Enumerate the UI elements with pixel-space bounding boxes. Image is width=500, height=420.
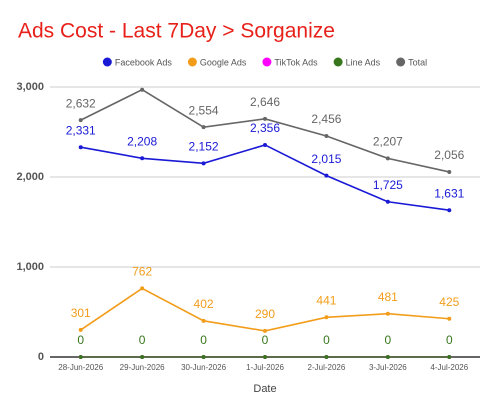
data-label: 2,331 bbox=[66, 123, 96, 137]
legend-marker bbox=[187, 57, 197, 67]
data-point bbox=[140, 355, 145, 359]
data-label: 2,554 bbox=[189, 103, 219, 117]
legend-marker bbox=[333, 57, 343, 67]
data-point bbox=[263, 116, 267, 121]
data-label: 0 bbox=[385, 333, 392, 347]
x-tick-label: 3-Jul-2026 bbox=[369, 363, 407, 372]
data-point bbox=[140, 87, 145, 92]
data-label: 2,152 bbox=[189, 139, 219, 153]
data-label: 0 bbox=[446, 333, 453, 347]
x-tick-label: 30-Jun-2026 bbox=[181, 363, 226, 372]
data-point bbox=[78, 118, 83, 123]
data-point bbox=[324, 173, 329, 178]
data-point bbox=[78, 355, 83, 359]
data-label: 762 bbox=[132, 265, 152, 279]
y-tick-label: 3,000 bbox=[16, 81, 44, 93]
x-tick-label: 29-Jun-2026 bbox=[120, 363, 165, 372]
data-label: 1,725 bbox=[373, 178, 403, 192]
data-point bbox=[263, 142, 267, 147]
y-tick-label: 0 bbox=[38, 351, 44, 363]
data-point bbox=[385, 199, 390, 204]
y-tick-label: 1,000 bbox=[16, 261, 44, 273]
data-point bbox=[140, 286, 145, 291]
data-point bbox=[385, 311, 390, 316]
data-label: 1,631 bbox=[434, 186, 464, 200]
legend-label: Total bbox=[408, 57, 427, 67]
data-label: 2,632 bbox=[66, 96, 96, 110]
data-point bbox=[201, 355, 206, 359]
data-label: 481 bbox=[378, 290, 398, 304]
data-label: 2,015 bbox=[311, 152, 341, 166]
data-label: 2,646 bbox=[250, 95, 280, 109]
data-label: 2,056 bbox=[434, 148, 464, 162]
data-label: 2,356 bbox=[250, 121, 280, 135]
legend-marker bbox=[102, 57, 112, 67]
data-point bbox=[324, 355, 329, 359]
legend-label: TikTok Ads bbox=[274, 57, 318, 67]
data-label: 0 bbox=[200, 333, 207, 347]
data-point bbox=[263, 328, 267, 333]
data-point bbox=[385, 156, 390, 161]
data-label: 2,207 bbox=[373, 135, 403, 149]
chart-title: Ads Cost - Last 7Day > Sorganize bbox=[18, 20, 335, 43]
legend-marker bbox=[262, 57, 272, 67]
data-label: 441 bbox=[316, 293, 336, 307]
data-point bbox=[201, 318, 206, 323]
data-point bbox=[447, 169, 452, 174]
data-label: 0 bbox=[139, 333, 146, 347]
x-tick-label: 28-Jun-2026 bbox=[58, 363, 103, 372]
data-point bbox=[447, 355, 452, 359]
data-label: 0 bbox=[262, 333, 269, 347]
x-tick-label: 4-Jul-2026 bbox=[430, 363, 468, 372]
data-label: 0 bbox=[323, 333, 330, 347]
data-label: 425 bbox=[439, 295, 459, 309]
data-point bbox=[263, 355, 267, 359]
x-tick-label: 1-Jul-2026 bbox=[246, 363, 284, 372]
data-point bbox=[78, 145, 83, 150]
x-tick-label: 2-Jul-2026 bbox=[308, 363, 346, 372]
x-axis-title: Date bbox=[253, 383, 276, 395]
data-point bbox=[447, 208, 452, 213]
legend-marker bbox=[396, 57, 406, 67]
legend-label: Facebook Ads bbox=[115, 57, 173, 67]
data-point bbox=[201, 161, 206, 166]
legend-label: Line Ads bbox=[346, 57, 381, 67]
data-point bbox=[201, 125, 206, 130]
data-label: 301 bbox=[71, 306, 91, 320]
data-point bbox=[140, 156, 145, 161]
data-label: 402 bbox=[194, 297, 214, 311]
y-tick-label: 2,000 bbox=[16, 171, 44, 183]
data-label: 2,208 bbox=[127, 134, 157, 148]
data-point bbox=[324, 133, 329, 138]
data-point bbox=[447, 316, 452, 321]
legend-label: Google Ads bbox=[200, 57, 247, 67]
data-label: 290 bbox=[255, 307, 275, 321]
data-point bbox=[78, 327, 83, 332]
data-label: 0 bbox=[77, 333, 84, 347]
data-point bbox=[385, 355, 390, 359]
data-label: 2,456 bbox=[311, 112, 341, 126]
data-point bbox=[324, 315, 329, 320]
